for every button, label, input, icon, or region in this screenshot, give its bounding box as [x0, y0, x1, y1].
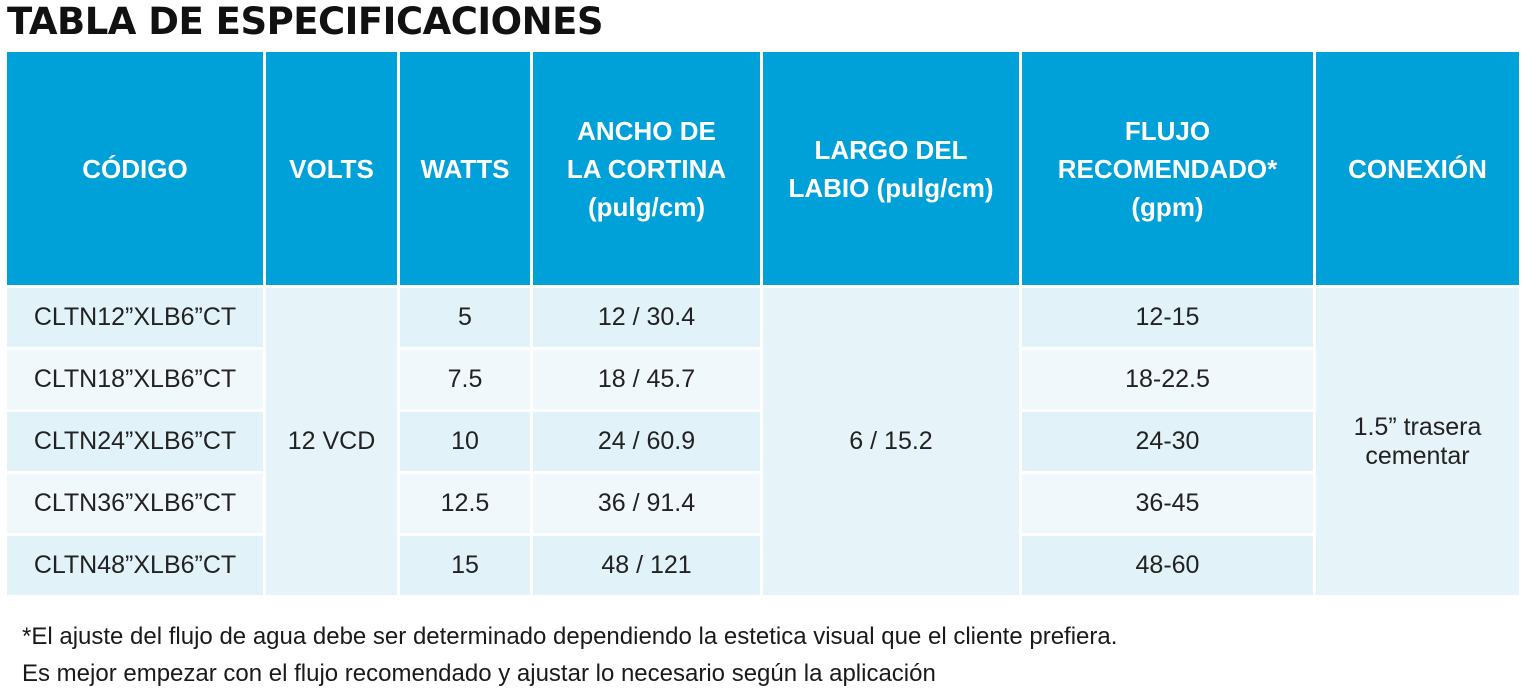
footnote-line-1: *El ajuste del flujo de agua debe ser de…: [22, 623, 1118, 650]
page-title: TABLA DE ESPECIFICACIONES: [7, 0, 604, 43]
header-ancho-line-1: ANCHO DE: [577, 115, 716, 146]
footnotes: *El ajuste del flujo de agua debe ser de…: [22, 618, 1117, 692]
header-ancho-line-2: LA CORTINA: [566, 153, 727, 184]
header-flujo-line-3: (gpm): [1131, 191, 1204, 222]
cell-flujo: 24-30: [1022, 412, 1313, 471]
table-row: CLTN24”XLB6”CT 10 24 / 60.9 24-30: [7, 412, 1519, 471]
cell-watts: 12.5: [400, 474, 530, 533]
header-volts-line-1: VOLTS: [289, 153, 374, 184]
cell-codigo: CLTN18”XLB6”CT: [7, 350, 263, 409]
cell-watts: 5: [400, 288, 530, 347]
header-largo-line-1: LARGO DEL: [814, 134, 968, 165]
header-ancho-line-3: (pulg/cm): [588, 191, 705, 222]
table-row: CLTN12”XLB6”CT 12 VCD 5 12 / 30.4 6 / 15…: [7, 288, 1519, 595]
cell-largo-labio: 6 / 15.2: [763, 288, 1019, 595]
cell-flujo: 48-60: [1022, 536, 1313, 595]
table-row: CLTN36”XLB6”CT 12.5 36 / 91.4 36-45: [7, 474, 1519, 533]
cell-ancho: 24 / 60.9: [533, 412, 760, 471]
header-conexion: CONEXIÓN: [1316, 52, 1519, 285]
header-largo-labio: LARGO DEL LABIO (pulg/cm): [763, 52, 1019, 285]
cell-conexion: 1.5” trasera cementar: [1316, 288, 1519, 595]
cell-ancho: 18 / 45.7: [533, 350, 760, 409]
header-largo-line-2: LABIO (pulg/cm): [788, 172, 994, 203]
cell-conexion-line-2: cementar: [1365, 441, 1470, 470]
cell-watts: 15: [400, 536, 530, 595]
spec-table: CÓDIGO VOLTS WATTS ANCHO DE LA CORTINA (…: [4, 49, 1522, 598]
header-flujo: FLUJO RECOMENDADO* (gpm): [1022, 52, 1313, 285]
cell-codigo: CLTN24”XLB6”CT: [7, 412, 263, 471]
cell-volts: 12 VCD: [266, 288, 397, 595]
header-flujo-line-1: FLUJO: [1124, 115, 1211, 146]
cell-codigo: CLTN12”XLB6”CT: [7, 288, 263, 347]
table-row: CLTN48”XLB6”CT 15 48 / 121 48-60: [7, 536, 1519, 595]
header-volts: VOLTS: [266, 52, 397, 285]
header-row: CÓDIGO VOLTS WATTS ANCHO DE LA CORTINA (…: [7, 52, 1519, 285]
cell-watts: 7.5: [400, 350, 530, 409]
header-flujo-line-2: RECOMENDADO*: [1057, 153, 1278, 184]
footnote-line-2: Es mejor empezar con el flujo recomendad…: [22, 660, 936, 687]
header-codigo-line-1: CÓDIGO: [82, 153, 188, 184]
cell-flujo: 12-15: [1022, 288, 1313, 347]
cell-ancho: 48 / 121: [533, 536, 760, 595]
header-codigo: CÓDIGO: [7, 52, 263, 285]
cell-codigo: CLTN48”XLB6”CT: [7, 536, 263, 595]
cell-codigo: CLTN36”XLB6”CT: [7, 474, 263, 533]
cell-watts: 10: [400, 412, 530, 471]
cell-flujo: 18-22.5: [1022, 350, 1313, 409]
cell-ancho: 36 / 91.4: [533, 474, 760, 533]
table-row: CLTN18”XLB6”CT 7.5 18 / 45.7 18-22.5: [7, 350, 1519, 409]
header-conexion-line-1: CONEXIÓN: [1348, 153, 1487, 184]
header-watts-line-1: WATTS: [420, 153, 510, 184]
cell-ancho: 12 / 30.4: [533, 288, 760, 347]
cell-flujo: 36-45: [1022, 474, 1313, 533]
cell-conexion-line-1: 1.5” trasera: [1353, 412, 1482, 441]
header-watts: WATTS: [400, 52, 530, 285]
header-ancho-cortina: ANCHO DE LA CORTINA (pulg/cm): [533, 52, 760, 285]
